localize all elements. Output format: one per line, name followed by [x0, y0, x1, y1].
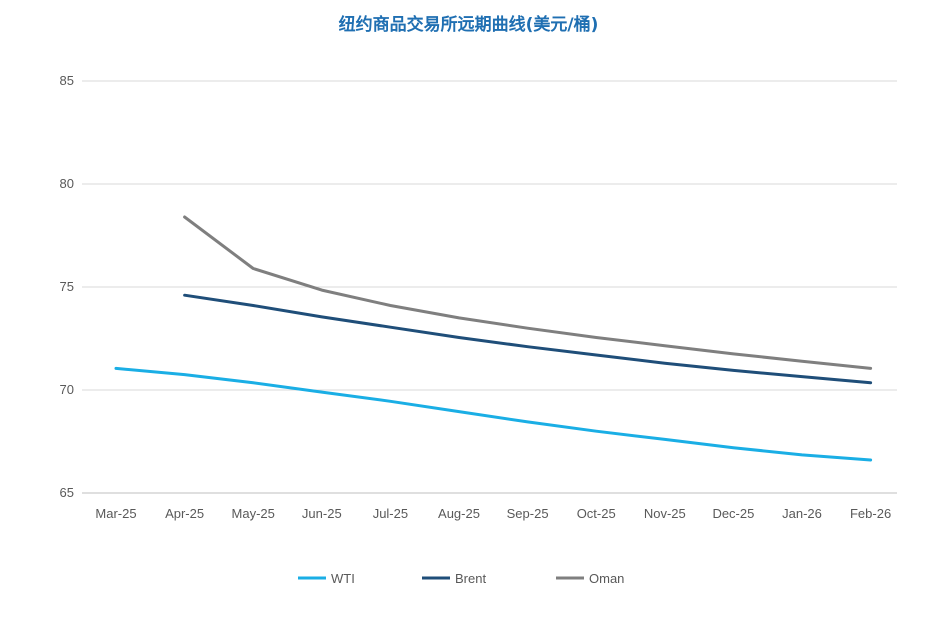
x-tick-label: Jan-26: [782, 506, 822, 521]
chart-title: 纽约商品交易所远期曲线(美元/桶): [338, 15, 599, 35]
x-tick-label: Nov-25: [644, 506, 686, 521]
legend-label-oman: Oman: [589, 571, 624, 586]
x-tick-label: Dec-25: [712, 506, 754, 521]
y-tick-label: 70: [60, 382, 74, 397]
x-tick-label: Feb-26: [850, 506, 891, 521]
x-tick-label: Sep-25: [507, 506, 549, 521]
y-tick-label: 75: [60, 279, 74, 294]
legend-label-brent: Brent: [455, 571, 486, 586]
series-line-brent: [183, 293, 873, 385]
series-line-oman: [183, 215, 873, 370]
x-tick-label: Jun-25: [302, 506, 342, 521]
y-tick-label: 85: [60, 73, 74, 88]
x-tick-label: Aug-25: [438, 506, 480, 521]
series-line-wti: [114, 366, 873, 462]
y-tick-label: 80: [60, 176, 74, 191]
y-tick-label: 65: [60, 485, 74, 500]
x-tick-label: Mar-25: [95, 506, 136, 521]
x-tick-label: Jul-25: [373, 506, 408, 521]
x-tick-label: Apr-25: [165, 506, 204, 521]
x-tick-label: Oct-25: [577, 506, 616, 521]
x-tick-label: May-25: [232, 506, 275, 521]
legend-label-wti: WTI: [331, 571, 355, 586]
